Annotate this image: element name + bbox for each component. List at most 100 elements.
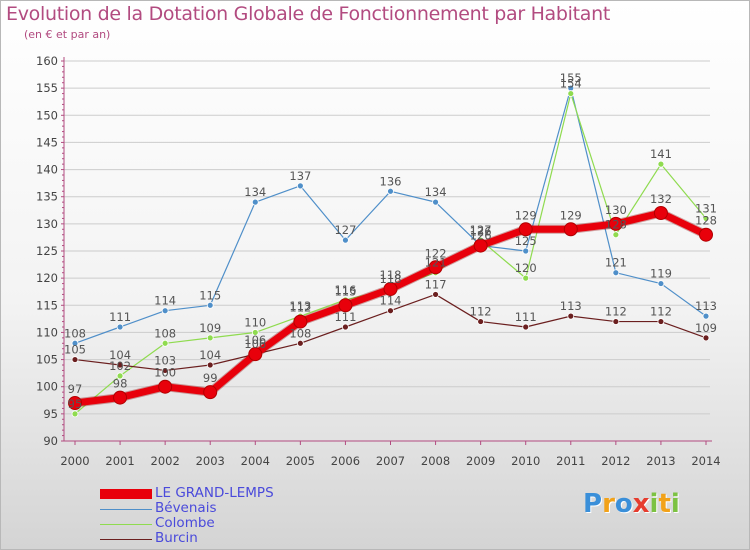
data-label: 127 [334,223,356,237]
legend-swatch [100,489,152,499]
y-tick-label: 110 [36,325,58,339]
data-point [116,361,124,369]
data-label: 121 [425,256,447,270]
data-point [206,334,214,342]
data-point [522,274,530,282]
data-label: 110 [244,315,266,329]
y-tick-label: 115 [36,298,58,312]
data-point [608,216,623,231]
data-label: 117 [425,277,447,291]
data-point [612,318,620,325]
data-labels: 97 98 100 99 106 112 115 118 122 126 129 129 130 132 1… [64,71,717,411]
y-tick-label: 150 [36,108,58,122]
data-point [71,339,79,347]
logo-letter: t [658,489,671,519]
data-label: 134 [425,185,447,199]
legend-item-colombe[interactable]: Colombe [100,515,360,531]
data-label: 141 [650,147,672,161]
y-tick-label: 135 [36,190,58,204]
x-tick-label: 2000 [60,454,89,468]
y-tick-label: 155 [36,81,58,95]
x-tick-label: 2008 [421,454,450,468]
x-tick-label: 2011 [556,454,585,468]
legend-item-bevenais[interactable]: Bévenais [100,500,360,516]
data-label: 114 [380,294,402,308]
data-point [71,410,79,418]
data-label: 95 [68,397,83,411]
data-point [702,215,710,222]
data-label: 97 [68,382,83,396]
data-point [116,323,124,331]
x-tick-label: 2012 [601,454,630,468]
data-label: 113 [695,299,717,313]
data-point [383,282,398,296]
logo-letter: i [670,489,680,519]
y-tick-label: 125 [36,244,58,258]
data-label: 106 [244,333,266,347]
data-label: 103 [154,353,176,367]
data-point [567,90,575,97]
x-tick-label: 2002 [151,454,180,468]
chart-subtitle: (en € et par an) [24,28,111,41]
data-label: 127 [470,223,492,237]
data-point [653,206,668,220]
data-label: 108 [154,326,176,340]
y-tick-label: 100 [36,380,58,394]
x-tick-label: 2007 [376,454,405,468]
chart-title: Evolution de la Dotation Globale de Fonc… [6,3,611,25]
data-point [296,182,304,190]
data-label: 112 [289,301,311,315]
data-label: 129 [515,208,537,222]
data-point [518,222,533,237]
data-point [342,236,349,244]
data-point [161,339,169,347]
data-point [206,301,214,309]
y-tick-label: 130 [36,217,58,231]
data-label: 131 [695,201,717,215]
data-point [428,260,443,275]
data-label: 108 [289,326,311,340]
data-point [699,227,713,242]
x-tick-label: 2004 [241,454,270,468]
data-point [387,187,394,195]
legend-item-burcin[interactable]: Burcin [100,530,360,546]
data-point [612,269,620,277]
data-label: 126 [470,225,492,239]
data-label: 111 [334,310,356,324]
y-tick-label: 145 [36,135,58,149]
data-point [432,291,439,298]
data-label: 129 [560,208,582,222]
data-label: 108 [64,326,86,340]
data-label: 126 [470,229,492,243]
data-label: 111 [515,310,537,324]
x-tick-label: 2014 [691,454,720,468]
legend: LE GRAND-LEMPS Bévenais Colombe Burcin [100,485,360,546]
data-point [342,323,349,331]
data-point [387,307,394,315]
proxiti-logo: Proxiti [583,489,680,519]
data-label: 104 [109,348,131,362]
data-label: 113 [560,299,582,313]
data-point [432,198,439,206]
data-label: 121 [605,256,627,270]
y-tick-label: 120 [36,271,58,285]
legend-item-le-grand-lemps[interactable]: LE GRAND-LEMPS [100,485,360,501]
data-label: 112 [650,305,672,319]
data-label: 119 [650,267,672,281]
legend-swatch [100,539,152,540]
x-tick-label: 2001 [105,454,134,468]
data-point [113,390,128,405]
data-label: 106 [244,337,266,351]
legend-label: Bévenais [155,500,217,516]
data-point [473,238,488,253]
y-tick-label: 160 [36,54,58,68]
data-label: 102 [109,359,131,373]
data-point [158,379,173,394]
data-point [563,222,578,237]
data-label: 112 [605,305,627,319]
legend-label: Colombe [155,515,215,531]
data-label: 100 [154,366,176,380]
data-label: 113 [289,299,311,313]
data-label: 109 [199,321,221,335]
